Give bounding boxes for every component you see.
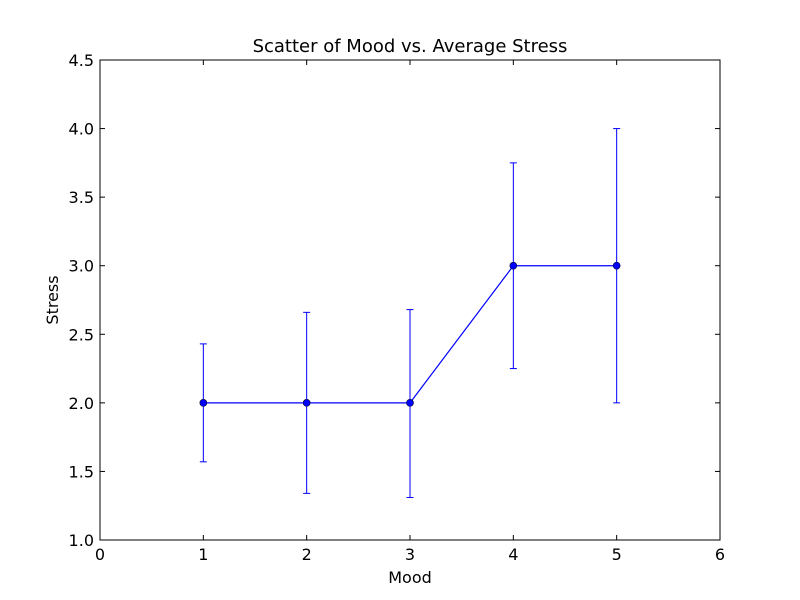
data-point [406,399,414,407]
x-tick-label: 2 [302,545,312,564]
y-tick-label: 4.0 [69,120,94,139]
axis-ticks: 0 1 2 3 4 5 6 1.0 1.5 2.0 2.5 3.0 3.5 4.0 4.5 [69,51,726,564]
y-axis-label: Stress [43,275,62,324]
x-tick-label: 3 [405,545,415,564]
x-tick-label: 4 [508,545,518,564]
data-point [302,399,311,407]
data-point [509,261,518,270]
y-tick-label: 1.0 [69,531,94,550]
y-tick-label: 4.5 [69,51,94,70]
data-marks [199,128,621,498]
y-tick-label: 2.5 [69,325,94,344]
y-tick-label: 3.5 [69,188,94,207]
data-point [612,261,621,270]
data-point [199,399,208,407]
x-tick-label: 0 [95,545,105,564]
plot-frame [99,59,721,541]
y-tick-label: 2.0 [69,394,94,413]
x-tick-label: 5 [612,545,622,564]
chart-title: Scatter of Mood vs. Average Stress [253,36,568,57]
x-tick-label: 6 [715,545,725,564]
y-tick-label: 1.5 [69,462,94,481]
x-axis-label: Mood [388,568,432,587]
y-tick-label: 3.0 [69,257,94,276]
x-tick-label: 1 [198,545,208,564]
